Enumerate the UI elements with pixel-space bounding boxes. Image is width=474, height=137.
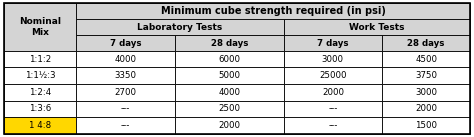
Text: 2000: 2000 [415, 104, 437, 113]
Text: 7 days: 7 days [317, 38, 348, 48]
Text: 4000: 4000 [115, 55, 137, 64]
Text: ---: --- [121, 104, 130, 113]
Bar [283, 101, 382, 117]
Bar [382, 101, 470, 117]
Text: 2000: 2000 [218, 121, 240, 130]
Bar [283, 51, 382, 67]
Text: 7 days: 7 days [110, 38, 141, 48]
Text: 1 4:8: 1 4:8 [29, 121, 51, 130]
Text: Minimum cube strength required (in psi): Minimum cube strength required (in psi) [161, 6, 386, 16]
Bar [175, 67, 283, 84]
Text: 2000: 2000 [322, 88, 344, 97]
Text: 2700: 2700 [115, 88, 137, 97]
Text: 1500: 1500 [415, 121, 437, 130]
Bar [175, 35, 283, 51]
Text: 5000: 5000 [218, 71, 240, 80]
Text: 3000: 3000 [415, 88, 437, 97]
Bar [76, 117, 175, 134]
Text: ---: --- [121, 121, 130, 130]
Text: ---: --- [328, 121, 337, 130]
Text: 4500: 4500 [415, 55, 437, 64]
Bar [175, 51, 283, 67]
Text: Laboratory Tests: Laboratory Tests [137, 23, 223, 32]
Text: Nominal
Mix: Nominal Mix [19, 18, 61, 37]
Bar [283, 35, 382, 51]
Bar [175, 101, 283, 117]
Bar [4, 101, 76, 117]
Bar [382, 84, 470, 101]
Text: 4000: 4000 [218, 88, 240, 97]
Bar [4, 3, 76, 51]
Text: 1:1:2: 1:1:2 [29, 55, 51, 64]
Bar [382, 51, 470, 67]
Bar [283, 117, 382, 134]
Bar [382, 35, 470, 51]
Bar [76, 101, 175, 117]
Text: Work Tests: Work Tests [349, 23, 405, 32]
Text: 25000: 25000 [319, 71, 346, 80]
Bar [76, 67, 175, 84]
Bar [76, 51, 175, 67]
Bar [283, 67, 382, 84]
Text: 3350: 3350 [115, 71, 137, 80]
Text: 6000: 6000 [218, 55, 240, 64]
Text: 3000: 3000 [322, 55, 344, 64]
Text: ---: --- [328, 104, 337, 113]
Text: 2500: 2500 [218, 104, 240, 113]
Bar [76, 84, 175, 101]
Bar [76, 35, 175, 51]
Bar [175, 84, 283, 101]
Bar [382, 67, 470, 84]
Bar [4, 67, 76, 84]
Text: 1:3:6: 1:3:6 [29, 104, 51, 113]
Bar [76, 19, 283, 35]
Bar [382, 117, 470, 134]
Text: 28 days: 28 days [408, 38, 445, 48]
Bar [76, 3, 470, 19]
Text: 3750: 3750 [415, 71, 437, 80]
Bar [283, 19, 470, 35]
Bar [4, 117, 76, 134]
Bar [283, 84, 382, 101]
Text: 1:2:4: 1:2:4 [29, 88, 51, 97]
Bar [4, 51, 76, 67]
Text: 1:1½:3: 1:1½:3 [25, 71, 55, 80]
Text: 28 days: 28 days [210, 38, 248, 48]
Bar [175, 117, 283, 134]
Bar [4, 84, 76, 101]
